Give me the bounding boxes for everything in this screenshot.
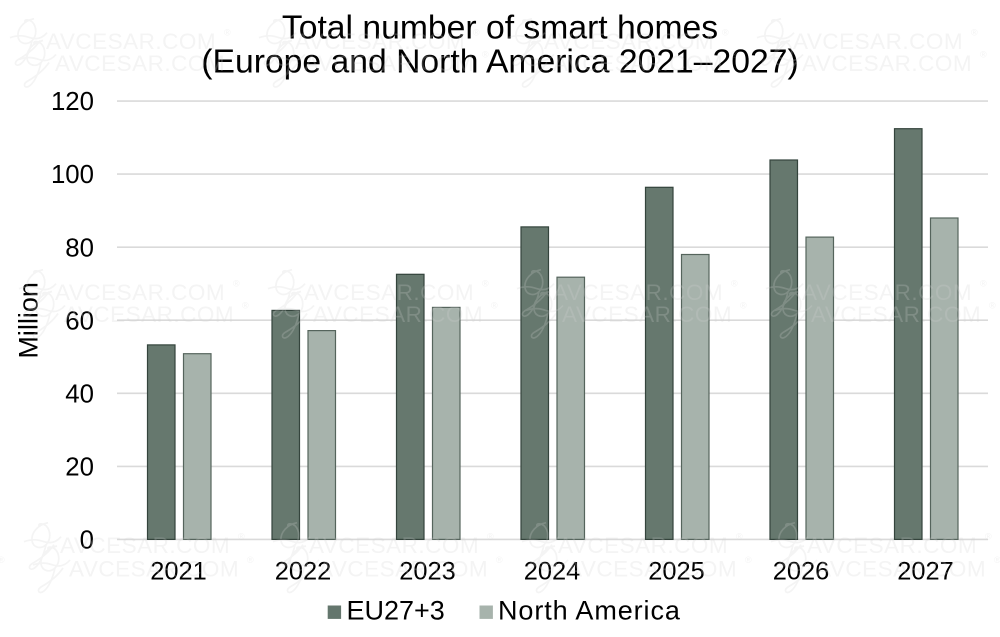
svg-text:100: 100 <box>51 161 94 189</box>
svg-text:40: 40 <box>65 380 94 408</box>
svg-text:Million: Million <box>14 282 44 359</box>
svg-text:EU27+3: EU27+3 <box>347 596 445 626</box>
svg-text:120: 120 <box>51 88 94 116</box>
svg-text:20: 20 <box>65 454 94 482</box>
svg-text:80: 80 <box>65 234 94 262</box>
svg-text:North America: North America <box>498 596 681 626</box>
